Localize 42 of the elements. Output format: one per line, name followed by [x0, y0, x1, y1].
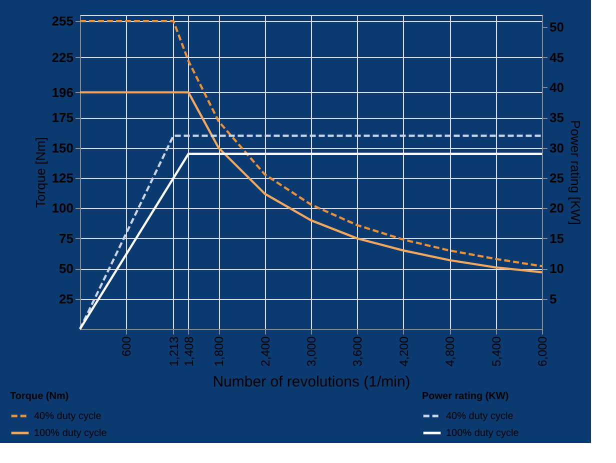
y-tick-label: 75: [59, 230, 74, 246]
x-tick-label: 4,200: [396, 336, 411, 367]
y2-axis-title: Power rating [KW]: [568, 120, 583, 225]
y2-tick-label: 40: [550, 80, 564, 95]
y-tick-label: 225: [52, 50, 74, 65]
x-tick-label: 3,000: [304, 336, 318, 367]
text: Power rating (KW): [422, 391, 509, 402]
y2-tick-label: 45: [550, 50, 564, 65]
x-axis-title: Number of revolutions (1/min): [212, 374, 410, 391]
y2-tick-label: 10: [550, 261, 564, 276]
x-tick-label: 1,213: [166, 336, 181, 367]
legend-label: 40% duty cycle: [446, 411, 514, 422]
y-tick-label: 50: [59, 261, 74, 276]
y2-tick-label: 35: [550, 110, 564, 126]
x-tick-label: 2,400: [258, 336, 272, 367]
x-tick-label: 1,408: [182, 336, 196, 367]
legend-title: Torque (Nm): [10, 391, 69, 402]
y-axis-title: Torque [Nm]: [32, 137, 48, 208]
y2-tick-label: 20: [550, 200, 564, 216]
y-tick-label: 100: [52, 200, 74, 216]
y2-tick-label: 15: [550, 230, 564, 246]
y2-tick-label: 5: [550, 291, 557, 306]
y2-tick-label: 30: [550, 140, 564, 156]
y-tick-label: 125: [52, 170, 74, 186]
x-tick-label: 5,400: [489, 336, 504, 367]
x-tick-label: 1,800: [212, 336, 226, 367]
y2-tick-label: 25: [550, 170, 564, 186]
y-tick-label: 196: [52, 84, 74, 100]
x-tick-label: 4,800: [443, 336, 458, 367]
line-series: [78, 20, 544, 268]
legend-label: 40% duty cycle: [34, 411, 102, 422]
legend-label: 100% duty cycle: [446, 428, 520, 439]
x-tick-label: 6,000: [536, 336, 550, 367]
y-tick-label: 255: [52, 14, 74, 29]
y-tick-label: 175: [52, 110, 74, 126]
legend-label: 100% duty cycle: [34, 428, 108, 439]
y2-tick-label: 50: [550, 20, 564, 35]
x-tick-label: 600: [120, 336, 134, 357]
y-tick-label: 25: [59, 291, 74, 306]
line-series: [78, 91, 544, 274]
y-tick-label: 150: [52, 140, 74, 156]
x-tick-label: 3,600: [350, 336, 365, 367]
